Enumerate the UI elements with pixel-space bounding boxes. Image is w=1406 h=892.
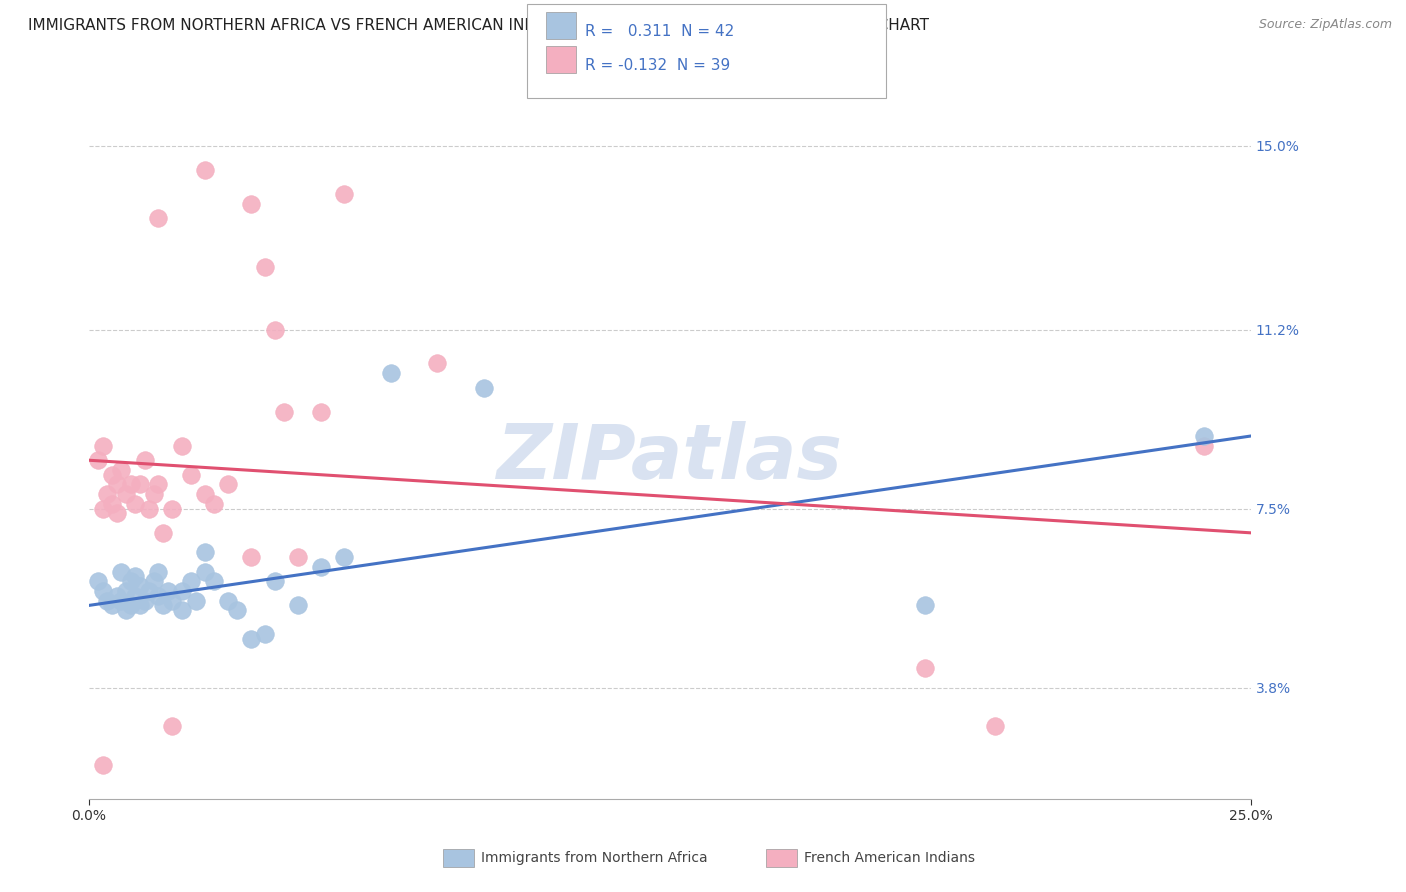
Point [156,583,179,598]
Point [162,593,184,607]
Point [180,467,202,482]
Point [128,599,150,613]
Point [194,545,217,559]
Point [1194,439,1216,453]
Point [914,661,936,675]
Point [91,501,114,516]
Text: R =   0.311  N = 42: R = 0.311 N = 42 [585,24,734,39]
Point [152,525,174,540]
Point [87,574,110,589]
Point [105,477,128,491]
Point [142,574,165,589]
Point [170,583,193,598]
Point [309,405,332,419]
Point [162,719,184,733]
Point [240,196,263,211]
Point [91,758,114,772]
Point [333,549,356,564]
Point [148,477,170,491]
Point [87,453,110,467]
Point [202,574,225,589]
Point [162,501,184,516]
Point [110,565,132,579]
Point [101,467,124,482]
Point [128,579,150,593]
Point [128,477,150,491]
Point [91,439,114,453]
Point [194,565,217,579]
Point [101,599,124,613]
Point [120,574,142,589]
Point [180,574,202,589]
Point [124,497,146,511]
Point [115,487,138,501]
Point [240,549,263,564]
Point [142,487,165,501]
Point [152,599,174,613]
Point [984,719,1007,733]
Point [115,603,138,617]
Point [105,507,128,521]
Point [105,589,128,603]
Point [124,569,146,583]
Point [273,405,295,419]
Text: R = -0.132  N = 39: R = -0.132 N = 39 [585,58,730,73]
Point [101,497,124,511]
Point [120,477,142,491]
Text: Immigrants from Northern Africa: Immigrants from Northern Africa [481,851,707,865]
Point [96,593,118,607]
Point [91,583,114,598]
Point [333,186,356,201]
Point [138,583,160,598]
Point [254,627,277,641]
Point [194,162,217,177]
Point [134,593,156,607]
Point [138,501,160,516]
Text: ZIPatlas: ZIPatlas [496,421,842,495]
Point [194,487,217,501]
Point [170,439,193,453]
Point [124,589,146,603]
Point [263,574,285,589]
Point [287,599,309,613]
Point [217,593,239,607]
Point [240,632,263,647]
Text: IMMIGRANTS FROM NORTHERN AFRICA VS FRENCH AMERICAN INDIAN AMBULATORY DISABILITY : IMMIGRANTS FROM NORTHERN AFRICA VS FRENC… [28,18,929,33]
Point [148,589,170,603]
Point [426,356,449,370]
Point [96,487,118,501]
Point [472,381,495,395]
Point [170,603,193,617]
Point [115,583,138,598]
Point [120,599,142,613]
Point [1194,429,1216,443]
Point [110,593,132,607]
Point [148,565,170,579]
Point [380,366,402,380]
Point [110,463,132,477]
Point [254,260,277,274]
Point [914,599,936,613]
Point [309,559,332,574]
Point [287,549,309,564]
Text: Source: ZipAtlas.com: Source: ZipAtlas.com [1258,18,1392,31]
Point [263,322,285,336]
Point [148,211,170,226]
Text: French American Indians: French American Indians [804,851,976,865]
Point [134,453,156,467]
Point [226,603,249,617]
Point [217,477,239,491]
Point [184,593,207,607]
Point [202,497,225,511]
